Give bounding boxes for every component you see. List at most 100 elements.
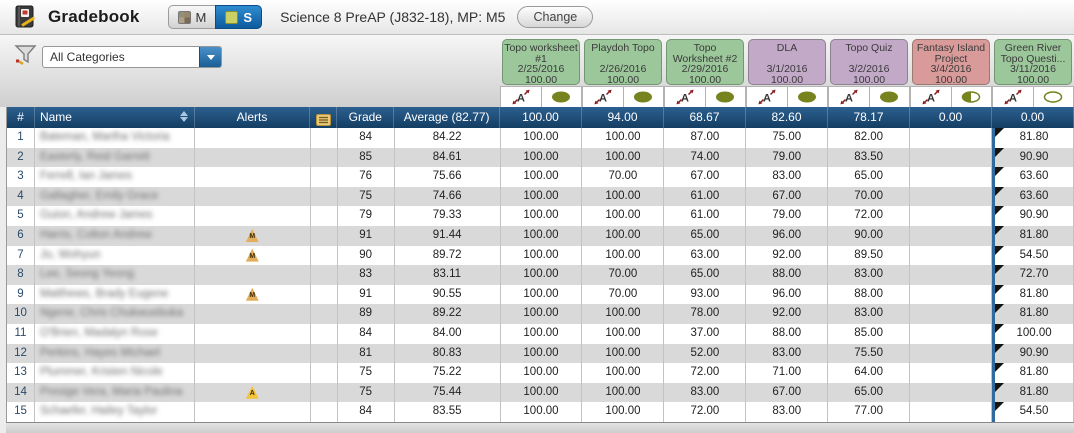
table-row[interactable]: 8 Lee, Seong Yeong 83 83.11 100.00 70.00 65.00… (7, 265, 1074, 285)
assignment-header-chip[interactable]: Fantasy Island Project 3/4/2016 100.00 (912, 39, 990, 86)
score-cell[interactable]: 83.00 (746, 167, 829, 187)
score-cell[interactable]: 100.00 (582, 186, 665, 207)
student-name-cell[interactable]: Lee, Seong Yeong (35, 265, 195, 285)
student-name-cell[interactable]: Bateman, Martha Victoria (35, 128, 195, 148)
score-cell[interactable] (910, 382, 993, 403)
score-cell[interactable]: 92.00 (746, 245, 829, 266)
score-cell[interactable]: 87.00 (664, 128, 747, 148)
score-cell[interactable]: 81.80 (992, 284, 1074, 305)
score-cell[interactable]: 100.00 (501, 147, 583, 168)
assignment-header-chip[interactable]: Topo worksheet #1 2/25/2016 100.00 (502, 39, 580, 86)
score-cell[interactable] (910, 265, 993, 285)
score-cell[interactable] (910, 128, 993, 148)
alert-a-icon[interactable]: A (245, 385, 259, 399)
score-cell[interactable]: 100.00 (501, 167, 583, 187)
header-name[interactable]: Name (35, 107, 195, 128)
score-cell[interactable]: 88.00 (746, 323, 829, 344)
sort-arrows-icon[interactable] (179, 111, 188, 122)
score-cell[interactable]: 100.00 (501, 382, 583, 403)
score-cell[interactable]: 74.00 (664, 147, 747, 168)
score-cell[interactable]: 88.00 (828, 284, 911, 305)
publish-status-button[interactable] (951, 86, 992, 107)
grade-entry-button[interactable]: A (501, 86, 542, 107)
score-cell[interactable]: 70.00 (828, 186, 911, 207)
score-cell[interactable]: 77.00 (828, 402, 911, 422)
publish-status-button[interactable] (705, 86, 746, 107)
score-cell[interactable]: 72.70 (992, 265, 1074, 285)
score-cell[interactable] (910, 363, 993, 383)
score-cell[interactable]: 54.50 (992, 402, 1074, 422)
alert-m-icon[interactable]: M (245, 228, 259, 242)
score-cell[interactable]: 72.00 (828, 206, 911, 226)
score-cell[interactable]: 83.00 (664, 382, 747, 403)
score-cell[interactable]: 100.00 (501, 343, 583, 364)
student-name-cell[interactable]: Guion, Andrew James (35, 206, 195, 226)
student-name-cell[interactable]: Harris, Colton Andrew (35, 225, 195, 246)
score-cell[interactable] (910, 402, 993, 422)
assignment-header-chip[interactable]: Topo Worksheet #2 2/29/2016 100.00 (666, 39, 744, 86)
score-cell[interactable]: 61.00 (664, 206, 747, 226)
score-cell[interactable]: 88.00 (746, 265, 829, 285)
toggle-s-button[interactable]: S (215, 5, 263, 29)
score-cell[interactable]: 70.00 (582, 167, 665, 187)
score-cell[interactable]: 100.00 (582, 323, 665, 344)
table-row[interactable]: 3 Ferrell, Ian James 76 75.66 100.00 70.00 67.… (7, 167, 1074, 187)
score-cell[interactable]: 100.00 (582, 382, 665, 403)
alert-m-icon[interactable]: M (245, 248, 259, 262)
student-name-cell[interactable]: Ngene, Chris Chukwuebuka (35, 304, 195, 324)
score-cell[interactable]: 90.90 (992, 147, 1074, 168)
score-cell[interactable]: 83.00 (746, 343, 829, 364)
publish-status-button[interactable] (623, 86, 664, 107)
score-cell[interactable]: 65.00 (828, 167, 911, 187)
table-row[interactable]: 14 Presige Vera, Maria Paulina A 75 75.44 100… (7, 382, 1074, 403)
score-cell[interactable]: 100.00 (501, 402, 583, 422)
score-cell[interactable]: 81.80 (992, 382, 1074, 403)
score-cell[interactable]: 81.80 (992, 225, 1074, 246)
score-cell[interactable]: 63.60 (992, 186, 1074, 207)
score-cell[interactable]: 65.00 (828, 382, 911, 403)
publish-status-button[interactable] (541, 86, 582, 107)
grade-entry-button[interactable]: A (993, 86, 1034, 107)
assignment-header-chip[interactable]: DLA 3/1/2016 100.00 (748, 39, 826, 86)
score-cell[interactable]: 79.00 (746, 206, 829, 226)
score-cell[interactable] (910, 225, 993, 246)
score-cell[interactable] (910, 304, 993, 324)
score-cell[interactable]: 90.00 (828, 225, 911, 246)
score-cell[interactable]: 100.00 (582, 343, 665, 364)
score-cell[interactable]: 75.50 (828, 343, 911, 364)
grade-entry-button[interactable]: A (829, 86, 870, 107)
score-cell[interactable]: 100.00 (582, 128, 665, 148)
score-cell[interactable]: 71.00 (746, 363, 829, 383)
score-cell[interactable]: 37.00 (664, 323, 747, 344)
score-cell[interactable]: 72.00 (664, 363, 747, 383)
grade-entry-button[interactable]: A (747, 86, 788, 107)
student-name-cell[interactable]: Ferrell, Ian James (35, 167, 195, 187)
student-name-cell[interactable]: O'Brien, Madalyn Rose (35, 323, 195, 344)
score-cell[interactable]: 75.00 (746, 128, 829, 148)
table-row[interactable]: 11 O'Brien, Madalyn Rose 84 84.00 100.00 100.… (7, 323, 1074, 344)
score-cell[interactable]: 63.00 (664, 245, 747, 266)
score-cell[interactable]: 93.00 (664, 284, 747, 305)
score-cell[interactable]: 100.00 (992, 323, 1074, 344)
score-cell[interactable]: 83.00 (828, 304, 911, 324)
chevron-down-icon[interactable] (199, 47, 221, 67)
student-name-cell[interactable]: Jo, Wohyun (35, 245, 195, 266)
score-cell[interactable]: 100.00 (582, 363, 665, 383)
grade-entry-button[interactable]: A (911, 86, 952, 107)
score-cell[interactable]: 100.00 (582, 402, 665, 422)
assignment-header-chip[interactable]: Green River Topo Questi... 3/11/2016 100.0… (994, 39, 1072, 86)
student-name-cell[interactable]: Presige Vera, Maria Paulina (35, 382, 195, 403)
score-cell[interactable]: 96.00 (746, 284, 829, 305)
publish-status-button[interactable] (787, 86, 828, 107)
table-row[interactable]: 4 Gallagher, Emily Grace 75 74.66 100.00 100.… (7, 186, 1074, 207)
score-cell[interactable] (910, 147, 993, 168)
score-cell[interactable] (910, 284, 993, 305)
score-cell[interactable]: 83.00 (828, 265, 911, 285)
score-cell[interactable]: 83.00 (746, 402, 829, 422)
table-row[interactable]: 9 Matthews, Brady Eugene M 91 90.55 100.00 70.… (7, 284, 1074, 305)
student-name-cell[interactable]: Plummer, Kristen Nicole (35, 363, 195, 383)
score-cell[interactable]: 64.00 (828, 363, 911, 383)
score-cell[interactable] (910, 323, 993, 344)
score-cell[interactable]: 65.00 (664, 225, 747, 246)
table-row[interactable]: 6 Harris, Colton Andrew M 91 91.44 100.00 100.… (7, 225, 1074, 246)
